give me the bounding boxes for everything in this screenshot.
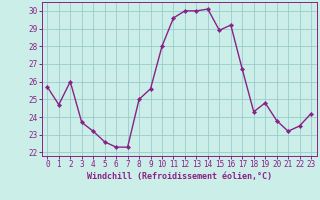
X-axis label: Windchill (Refroidissement éolien,°C): Windchill (Refroidissement éolien,°C) (87, 172, 272, 181)
